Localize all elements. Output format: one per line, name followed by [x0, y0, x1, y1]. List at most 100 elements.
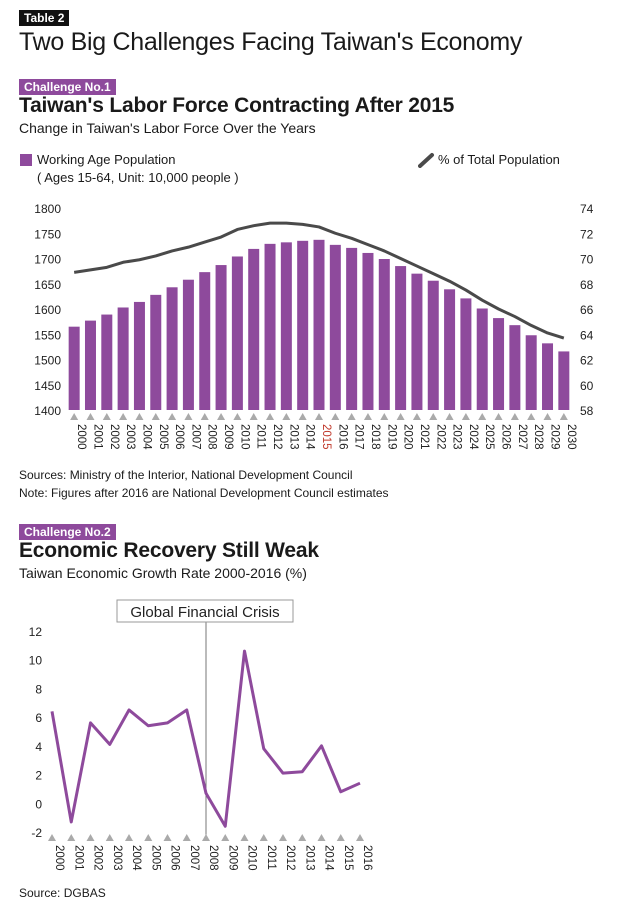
bar — [346, 247, 358, 410]
bar — [248, 248, 260, 410]
x-tick-label: 2013 — [287, 424, 299, 450]
x-tick-marker — [445, 413, 454, 420]
x-tick-marker — [221, 834, 230, 841]
bar — [297, 240, 309, 410]
x-tick-marker — [363, 413, 372, 420]
x-tick-label: 2021 — [418, 424, 430, 450]
bar — [395, 266, 407, 410]
growth-rate-line — [50, 649, 361, 828]
x-tick-label: 2009 — [226, 845, 238, 871]
x-tick-label: 2001 — [72, 845, 84, 871]
x-tick-marker — [119, 413, 128, 420]
y-tick-label: 2 — [35, 769, 42, 783]
y-left-tick-label: 1450 — [34, 379, 61, 393]
chart-1-note: Note: Figures after 2016 are National De… — [19, 486, 389, 500]
challenge-1-title: Taiwan's Labor Force Contracting After 2… — [19, 94, 455, 117]
x-tick-label: 2024 — [467, 424, 479, 450]
x-tick-label: 2010 — [238, 424, 250, 450]
bar — [329, 244, 341, 410]
x-tick-label: 2009 — [222, 424, 234, 450]
chart-2-source: Source: DGBAS — [19, 886, 106, 900]
x-tick-marker — [202, 834, 210, 841]
bar — [378, 259, 390, 410]
x-tick-label: 2017 — [353, 424, 365, 450]
x-tick-marker — [240, 834, 249, 841]
legend-line-label: % of Total Population — [438, 152, 560, 167]
x-tick-marker — [217, 413, 226, 420]
x-tick-label: 2027 — [516, 424, 528, 450]
y-left-tick-label: 1700 — [34, 253, 61, 267]
bar — [133, 301, 145, 410]
x-tick-marker — [461, 413, 470, 420]
y-right-tick-label: 58 — [580, 404, 594, 418]
y-left-tick-label: 1600 — [34, 303, 61, 317]
y-tick-label: 0 — [35, 797, 42, 811]
x-tick-marker — [233, 413, 242, 420]
x-tick-label: 2028 — [532, 424, 544, 450]
y-right-tick-label: 60 — [580, 379, 594, 393]
legend-bar-sublabel: ( Ages 15-64, Unit: 10,000 people ) — [37, 170, 239, 185]
x-tick-marker — [168, 413, 177, 420]
x-tick-marker — [86, 834, 95, 841]
x-tick-marker — [67, 834, 76, 841]
x-tick-label: 2005 — [157, 424, 169, 450]
x-tick-marker — [543, 413, 552, 420]
x-tick-marker — [266, 413, 275, 420]
x-tick-marker — [559, 413, 568, 420]
bar — [166, 287, 178, 410]
x-tick-label: 2002 — [92, 845, 104, 871]
x-tick-label: 2014 — [323, 845, 335, 871]
y-tick-label: 6 — [35, 711, 42, 725]
x-tick-marker — [356, 834, 364, 841]
bar — [84, 320, 96, 410]
x-tick-label: 2000 — [53, 845, 65, 871]
x-tick-marker — [315, 413, 323, 420]
x-tick-label: 2018 — [369, 424, 381, 450]
x-tick-label: 2013 — [303, 845, 315, 871]
legend-line-icon — [418, 152, 436, 168]
x-tick-label: 2008 — [206, 424, 218, 450]
bar — [199, 272, 211, 410]
x-tick-marker — [249, 413, 258, 420]
x-tick-label: 2005 — [149, 845, 161, 871]
x-tick-marker — [336, 834, 345, 841]
y-right-tick-label: 72 — [580, 227, 594, 241]
y-left-tick-label: 1400 — [34, 404, 61, 418]
x-tick-marker — [396, 413, 405, 420]
x-tick-label: 2003 — [111, 845, 123, 871]
x-tick-marker — [182, 834, 191, 841]
x-tick-label: 2008 — [207, 845, 219, 871]
bar — [117, 307, 129, 410]
x-tick-label: 2004 — [130, 845, 142, 871]
x-tick-marker — [200, 413, 209, 420]
y-left-tick-label: 1550 — [34, 328, 61, 342]
y-right-tick-label: 74 — [580, 202, 594, 216]
x-tick-marker — [494, 413, 503, 420]
x-tick-label: 2006 — [173, 424, 185, 450]
y-tick-label: 4 — [35, 740, 42, 754]
challenge-1-tag: Challenge No.1 — [19, 79, 116, 95]
bar — [411, 273, 423, 410]
bar — [231, 256, 243, 410]
challenge-2-title: Economic Recovery Still Weak — [19, 539, 319, 562]
bar — [68, 326, 80, 410]
y-left-tick-label: 1800 — [34, 202, 61, 216]
x-tick-marker — [429, 413, 438, 420]
x-tick-marker — [125, 834, 133, 841]
x-tick-label: 2022 — [434, 424, 446, 450]
x-tick-label: 2012 — [271, 424, 283, 450]
bar — [493, 318, 505, 410]
legend-bar-swatch — [20, 154, 32, 166]
x-tick-marker — [48, 834, 56, 841]
x-tick-marker — [347, 413, 356, 420]
y-tick-label: 12 — [29, 625, 43, 639]
bar — [182, 279, 194, 410]
bar — [101, 314, 113, 410]
challenge-2-subtitle: Taiwan Economic Growth Rate 2000-2016 (%… — [19, 565, 307, 581]
bar — [313, 239, 325, 410]
x-tick-marker — [527, 413, 536, 420]
bar — [427, 280, 439, 410]
x-tick-label: 2010 — [246, 845, 258, 871]
x-tick-marker — [102, 413, 111, 420]
x-tick-label: 2030 — [565, 424, 577, 450]
